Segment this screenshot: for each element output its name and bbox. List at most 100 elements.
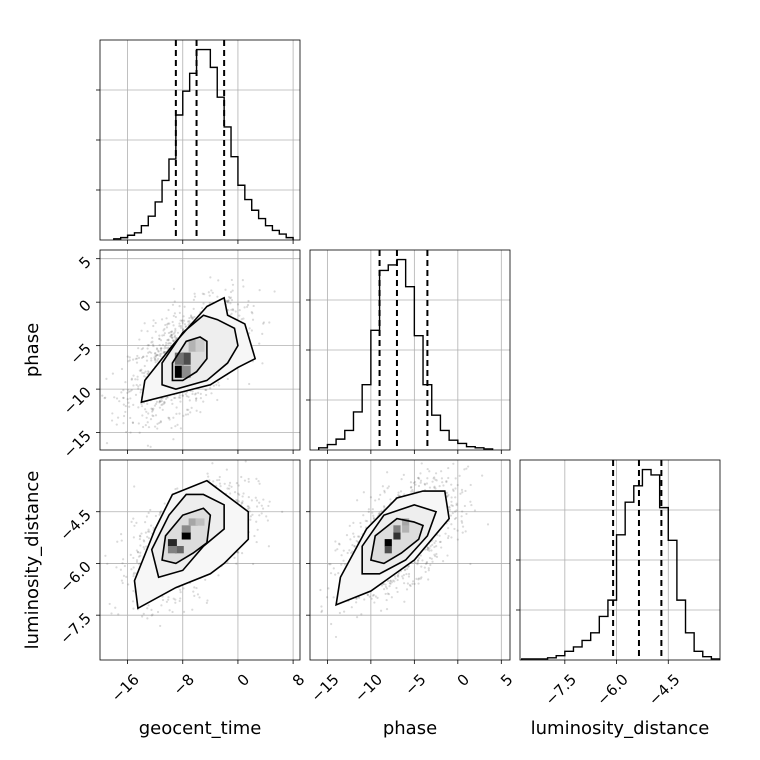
sample-point xyxy=(205,601,208,604)
sample-point xyxy=(433,485,436,488)
sample-point xyxy=(120,539,123,542)
sample-point xyxy=(113,396,116,399)
sample-point xyxy=(260,504,263,507)
sample-point xyxy=(234,310,237,313)
sample-point xyxy=(122,574,126,577)
sample-point xyxy=(160,604,163,607)
sample-point xyxy=(115,397,119,400)
sample-point xyxy=(132,607,135,610)
sample-point xyxy=(417,476,420,479)
sample-point xyxy=(152,319,155,322)
sample-point xyxy=(170,330,174,333)
sample-point xyxy=(163,345,167,348)
sample-point xyxy=(135,559,139,562)
sample-point xyxy=(126,398,129,401)
sample-point xyxy=(366,593,370,596)
sample-point xyxy=(428,556,432,560)
sample-point xyxy=(133,571,136,574)
sample-point xyxy=(379,609,383,612)
sample-point xyxy=(167,416,170,419)
sample-point xyxy=(153,404,157,407)
sample-point xyxy=(261,362,264,365)
sample-point xyxy=(261,507,265,510)
sample-point xyxy=(119,568,123,571)
sample-point xyxy=(268,500,271,503)
sample-point xyxy=(399,490,403,493)
x-tick-label: −7.5 xyxy=(542,671,580,709)
sample-point xyxy=(181,394,184,397)
sample-point xyxy=(146,617,149,620)
sample-point xyxy=(140,348,143,351)
sample-point xyxy=(351,550,354,553)
sample-point xyxy=(226,487,229,490)
sample-point xyxy=(167,338,170,341)
sample-point xyxy=(195,409,198,412)
sample-point xyxy=(447,505,451,508)
sample-point xyxy=(351,543,354,547)
sample-point xyxy=(460,515,463,518)
sample-point xyxy=(447,493,450,497)
sample-point xyxy=(191,392,194,396)
sample-point xyxy=(138,534,142,537)
sample-point xyxy=(154,514,158,518)
sample-point xyxy=(162,350,165,353)
sample-point xyxy=(383,587,386,591)
sample-point xyxy=(157,357,160,360)
sample-point xyxy=(193,594,196,597)
sample-point xyxy=(225,468,228,471)
sample-point xyxy=(194,399,198,402)
sample-point xyxy=(190,316,193,319)
sample-point xyxy=(450,500,453,503)
sample-point xyxy=(433,486,436,489)
panel-luminosity-distance-luminosity-distance-grid xyxy=(520,460,720,660)
sample-point xyxy=(140,402,143,406)
sample-point xyxy=(440,546,443,549)
sample-point xyxy=(431,480,434,483)
sample-point xyxy=(146,530,150,533)
sample-point xyxy=(353,535,356,538)
sample-point xyxy=(145,416,148,419)
density-cell xyxy=(174,352,184,365)
sample-point xyxy=(150,608,153,612)
x-axis-label-phase: phase xyxy=(383,718,437,739)
sample-point xyxy=(172,339,175,342)
sample-point xyxy=(255,505,259,508)
panel-geocent-time-luminosity-distance-frame xyxy=(99,459,301,661)
sample-point xyxy=(184,325,187,329)
sample-point xyxy=(470,503,473,507)
sample-point xyxy=(383,489,386,492)
sample-point xyxy=(139,391,142,394)
sample-point xyxy=(389,498,392,501)
sample-point xyxy=(195,586,198,590)
sample-point xyxy=(374,499,377,502)
sample-point xyxy=(426,477,429,480)
sample-point xyxy=(203,293,206,296)
sample-point xyxy=(170,333,173,336)
sample-point xyxy=(401,577,405,580)
sample-point xyxy=(131,600,135,603)
sample-point xyxy=(410,490,413,493)
sample-point xyxy=(450,536,453,539)
x-tick-label: −15 xyxy=(308,671,343,706)
y-tick-label: 5 xyxy=(75,253,94,272)
sample-point xyxy=(438,540,442,544)
sample-point xyxy=(320,609,324,612)
sample-point xyxy=(360,613,363,616)
sample-point xyxy=(265,515,268,518)
sample-point xyxy=(155,348,159,351)
sample-point xyxy=(137,356,141,359)
sample-point xyxy=(142,371,146,375)
sample-point xyxy=(463,504,466,508)
sample-point xyxy=(153,359,157,362)
density-cell xyxy=(393,532,401,540)
sample-point xyxy=(380,509,383,512)
sample-point xyxy=(337,542,341,545)
sample-point xyxy=(435,552,438,556)
sample-point xyxy=(349,551,353,555)
sample-point xyxy=(402,473,405,476)
sample-point xyxy=(393,575,396,578)
sample-point xyxy=(411,582,414,585)
sample-point xyxy=(431,560,434,563)
sample-point xyxy=(229,302,232,305)
sample-point xyxy=(374,595,377,598)
